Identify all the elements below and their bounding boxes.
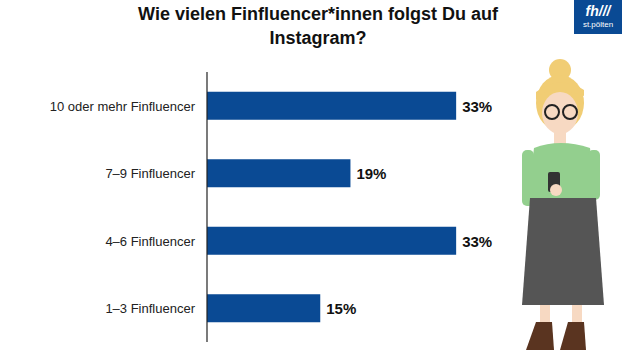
category-label: 10 oder mehr Finfluencer xyxy=(50,99,196,114)
neck xyxy=(554,132,566,144)
bar xyxy=(207,92,456,120)
face xyxy=(542,92,578,134)
logo-name: fh/// xyxy=(574,0,622,20)
illustration xyxy=(522,59,604,350)
category-label: 7–9 Finfluencer xyxy=(105,166,195,181)
title: Wie vielen Finfluencer*innen folgst Du a… xyxy=(118,2,518,50)
logo-place: st.pölten xyxy=(574,20,622,30)
top xyxy=(528,143,596,200)
logo: fh///st.pölten xyxy=(574,0,622,34)
sleeve xyxy=(588,150,600,200)
hand xyxy=(550,184,562,196)
skirt xyxy=(522,198,604,305)
bar xyxy=(207,159,350,187)
labels: 33% 10 oder mehr Finfluencer 19% 7–9 Finflu… xyxy=(50,98,492,318)
bar xyxy=(207,294,320,322)
bars xyxy=(207,92,456,323)
axis-line xyxy=(206,72,207,342)
boot xyxy=(526,322,554,350)
data-label: 19% xyxy=(356,165,386,182)
boot xyxy=(560,322,586,350)
page: {"chart_data": {"type": "bar", "title": … xyxy=(0,0,640,360)
chart: 33% 10 oder mehr Finfluencer 19% 7–9 Finflu… xyxy=(0,0,640,360)
data-label: 33% xyxy=(462,233,492,250)
sleeve xyxy=(522,150,534,206)
glasses xyxy=(545,105,559,119)
data-label: 15% xyxy=(326,300,356,317)
category-label: 4–6 Finfluencer xyxy=(105,234,195,249)
category-label: 1–3 Finfluencer xyxy=(105,301,195,316)
data-label: 33% xyxy=(462,98,492,115)
bar xyxy=(207,227,456,255)
fringe xyxy=(536,82,584,100)
glasses xyxy=(563,105,577,119)
